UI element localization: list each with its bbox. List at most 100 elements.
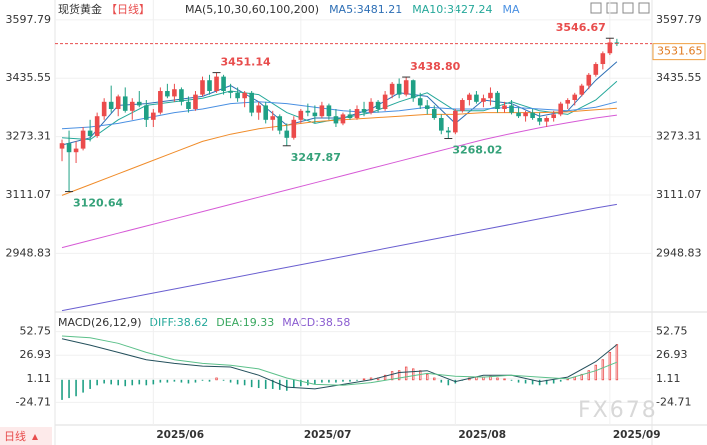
macd-bar: [103, 379, 105, 384]
candle-body: [361, 109, 367, 113]
y-tick-label: 1.11: [27, 372, 52, 385]
macd-bar: [314, 379, 316, 385]
candle-body: [144, 105, 149, 120]
candle-body: [263, 105, 269, 120]
macd-bar: [335, 379, 337, 383]
candle-body: [108, 101, 114, 110]
footer-period[interactable]: 日线: [4, 429, 26, 443]
candle-body: [614, 42, 620, 44]
y-tick-label: 3111.07: [6, 188, 52, 201]
candle-body: [158, 91, 163, 113]
candle-body: [544, 118, 549, 122]
candle-body: [354, 109, 360, 119]
candle-body: [488, 92, 493, 99]
macd-bar: [362, 378, 366, 381]
candle-body: [523, 112, 528, 117]
toolbar-icons[interactable]: [590, 2, 650, 14]
annotation: 3120.64: [73, 197, 123, 210]
last-price-label: 3531.65: [657, 45, 703, 58]
candle-body: [66, 143, 72, 153]
macd-bar: [594, 364, 598, 381]
candle-body: [115, 96, 121, 110]
x-tick-label: 2025/06: [156, 429, 204, 441]
candle-body: [151, 112, 156, 120]
macd-bar: [208, 379, 211, 382]
macd-bar: [159, 379, 162, 383]
candle-body: [593, 64, 599, 75]
candle-body: [607, 42, 613, 54]
y-tick-label: 3597.79: [656, 13, 702, 26]
candle-body: [298, 110, 304, 120]
macd-bar: [215, 377, 218, 381]
macd-bar: [328, 379, 330, 383]
macd-bar: [545, 379, 548, 385]
watermark: FX678: [578, 398, 658, 423]
macd-bar: [257, 379, 260, 389]
macd-bar: [180, 379, 183, 383]
icon[interactable]: [622, 2, 634, 14]
candle-body: [530, 112, 535, 119]
period[interactable]: 【日线】: [106, 2, 150, 16]
macd-bar: [145, 379, 148, 386]
macd-bar: [124, 379, 127, 387]
macd-bar: [433, 377, 436, 381]
candle-body: [403, 80, 409, 95]
macd-bar: [552, 379, 555, 384]
candle-body: [165, 91, 170, 97]
candle-body: [207, 80, 212, 92]
candle-body: [284, 130, 290, 138]
y-tick-label: 26.93: [20, 348, 52, 361]
candle-body: [214, 76, 219, 92]
macd-bar: [524, 379, 527, 384]
tab-arrow[interactable]: [32, 434, 38, 440]
macd-bar: [264, 379, 267, 389]
macd-bar: [510, 379, 513, 381]
period-tab[interactable]: [0, 427, 52, 445]
macd-bar: [229, 379, 232, 383]
candle-body: [221, 76, 226, 92]
x-tick-label: 2025/07: [304, 429, 352, 441]
candle-body: [136, 101, 142, 106]
candle-body: [87, 130, 93, 137]
candle-body: [502, 105, 507, 110]
macd-bar: [285, 379, 288, 391]
candle-body: [200, 80, 205, 95]
icon[interactable]: [606, 2, 618, 14]
candle-body: [368, 101, 374, 113]
annotation: 3546.67: [556, 21, 606, 34]
macd-bar: [475, 376, 478, 381]
candle-body: [249, 92, 254, 113]
candle-body: [410, 80, 416, 99]
macd-bar: [278, 379, 281, 390]
icon[interactable]: [638, 2, 650, 14]
candle-body: [101, 101, 107, 117]
y-tick-label: 3597.79: [6, 13, 52, 26]
macd-bar: [250, 379, 253, 388]
annotation: 3268.02: [452, 144, 502, 157]
macd-line: [61, 338, 618, 390]
macd-bar: [166, 379, 169, 383]
macd-bar: [243, 379, 246, 386]
candle-body: [579, 85, 585, 95]
candle-body: [417, 98, 423, 106]
ma-line: [61, 114, 617, 249]
candle-body: [537, 118, 542, 122]
candle-body: [193, 94, 198, 110]
macd-bar: [321, 379, 323, 383]
candle-body: [319, 105, 325, 117]
y-tick-label: 3111.07: [656, 188, 702, 201]
macd-bar: [531, 379, 534, 385]
candle-body: [551, 114, 556, 119]
macd-bar: [187, 379, 190, 384]
candle-body: [558, 103, 563, 115]
candle-body: [270, 116, 276, 120]
macd-bar: [194, 379, 197, 383]
macd-bar: [110, 379, 112, 385]
macd-bar: [601, 359, 605, 381]
icon[interactable]: [590, 2, 602, 14]
macd-bar: [201, 379, 204, 381]
y-tick-label: 2948.83: [6, 246, 52, 259]
candle-body: [305, 110, 311, 113]
